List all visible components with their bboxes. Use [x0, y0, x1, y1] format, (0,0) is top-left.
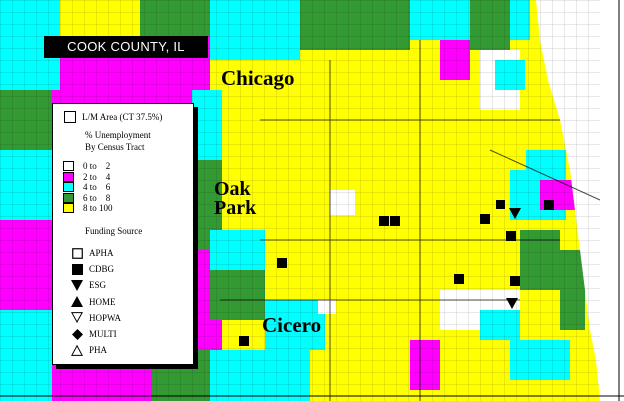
funding-list: APHA CDBG ESG HOME HOPWA MULTI	[71, 245, 121, 358]
legend-class: 4 to 6	[63, 182, 113, 193]
cdbg-marker	[544, 200, 554, 210]
class-label: 6 to 8	[83, 192, 111, 203]
hollow-square-icon	[71, 247, 83, 259]
funding-label: CDBG	[89, 264, 115, 275]
class-label: 4 to 6	[83, 182, 111, 193]
legend-class: 0 to 2	[63, 161, 113, 172]
class-label: 2 to 4	[83, 171, 111, 182]
class-swatch	[63, 161, 74, 172]
filled-triangle-down-icon	[71, 279, 83, 291]
cdbg-marker	[379, 216, 389, 226]
class-swatch	[63, 203, 74, 214]
class-label: 0 to 2	[83, 161, 111, 172]
class-label: 8 to 100	[83, 203, 113, 214]
cdbg-marker	[239, 336, 249, 346]
filled-square-icon	[71, 263, 83, 275]
unemployment-subheader: By Census Tract	[85, 142, 145, 152]
funding-item: PHA	[71, 342, 121, 358]
class-swatch	[63, 171, 74, 182]
funding-item: ESG	[71, 277, 121, 293]
hollow-triangle-up-icon	[71, 344, 83, 356]
cdbg-markers	[239, 200, 554, 346]
funding-label: APHA	[89, 248, 114, 259]
lm-area-key: L/M Area (CT 37.5%)	[64, 111, 162, 123]
place-label-chicago: Chicago	[221, 66, 295, 90]
cdbg-marker	[480, 214, 490, 224]
funding-item: MULTI	[71, 326, 121, 342]
esg-marker	[509, 208, 521, 219]
funding-item: CDBG	[71, 261, 121, 277]
funding-item: HOPWA	[71, 310, 121, 326]
class-swatch	[63, 182, 74, 193]
cdbg-marker	[277, 258, 287, 268]
legend-class: 6 to 8	[63, 192, 113, 204]
unemployment-classes: 0 to 2 2 to 4 4 to 6 6 to 8 8 to 100	[63, 161, 113, 214]
funding-item: HOME	[71, 294, 121, 310]
funding-item: APHA	[71, 245, 121, 261]
cdbg-marker	[496, 200, 505, 209]
place-label-cicero: Cicero	[262, 313, 322, 337]
lm-area-swatch	[64, 111, 76, 123]
cdbg-marker	[506, 231, 516, 241]
funding-label: HOPWA	[89, 312, 122, 323]
place-label-oak-park: Oak Park	[214, 178, 257, 219]
cdbg-marker	[390, 216, 400, 226]
filled-triangle-up-icon	[71, 296, 83, 308]
funding-label: MULTI	[89, 329, 117, 340]
cdbg-marker	[510, 276, 520, 286]
cdbg-marker	[454, 274, 464, 284]
funding-label: PHA	[89, 345, 108, 356]
funding-label: ESG	[89, 280, 107, 291]
hollow-triangle-down-icon	[71, 312, 83, 324]
esg-markers	[506, 208, 521, 309]
funding-label: HOME	[89, 296, 116, 307]
lm-area-label: L/M Area (CT 37.5%)	[82, 112, 163, 122]
class-swatch	[63, 192, 74, 203]
map-legend: L/M Area (CT 37.5%) % Unemployment By Ce…	[52, 103, 194, 365]
filled-diamond-icon	[71, 328, 83, 340]
legend-class: 2 to 4	[63, 171, 113, 183]
funding-header: Funding Source	[85, 226, 143, 236]
map-title: COOK COUNTY, IL	[44, 36, 208, 58]
legend-class: 8 to 100	[63, 203, 113, 214]
unemployment-header: % Unemployment	[85, 130, 151, 140]
esg-marker	[506, 298, 518, 309]
